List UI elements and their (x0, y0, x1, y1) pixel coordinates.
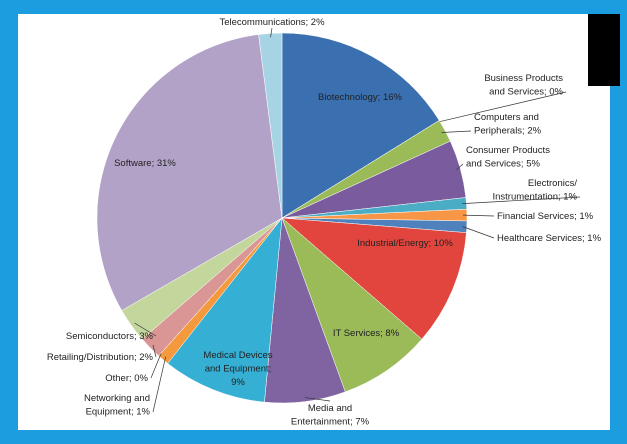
label-line: Media and (308, 403, 352, 414)
leader-line (270, 27, 273, 38)
pie-slice (167, 217, 283, 403)
label-line: Equipment; 1% (86, 406, 151, 417)
label-line: Industrial/Energy; 10% (357, 238, 453, 249)
label-line: Telecommunications; 2% (219, 17, 325, 28)
label-line: Entertainment; 7% (291, 416, 370, 427)
label-line: Peripherals; 2% (474, 125, 542, 136)
slice-label: Industrial/Energy; 10% (357, 238, 453, 249)
slice-label: Medical Devices and Equipment; 9% (203, 350, 272, 388)
slice-label: Networking and Equipment; 1% (84, 393, 151, 418)
label-line: and Services; 0% (489, 86, 563, 97)
pie-slice (281, 217, 467, 340)
label-line: Semiconductors; 3% (66, 331, 154, 342)
slice-label: Semiconductors; 3% (66, 331, 154, 342)
label-line: Healthcare Services; 1% (497, 233, 602, 244)
leader-line (462, 214, 495, 217)
label-line: and Services; 5% (466, 158, 540, 169)
label-line: Computers and (474, 112, 539, 123)
leader-line (456, 163, 464, 171)
label-line: Business Products (484, 73, 563, 84)
black-box (588, 14, 620, 86)
slice-label: Consumer Products and Services; 5% (466, 145, 550, 170)
label-line: Medical Devices (203, 350, 272, 361)
slice-label: Biotechnology; 16% (318, 92, 403, 103)
slice-label: Other; 0% (105, 373, 148, 384)
pie-slice (281, 217, 423, 393)
leader-line (150, 352, 162, 379)
leader-line (152, 356, 166, 413)
pie-slice (258, 32, 283, 219)
slice-label: Telecommunications; 2% (219, 17, 325, 28)
label-line: Software; 31% (114, 158, 176, 169)
label-line: Other; 0% (105, 373, 148, 384)
leader-line (462, 196, 581, 205)
pie-slice (96, 34, 283, 311)
slice-label: Business Products and Services; 0% (484, 73, 563, 98)
label-line: Instrumentation; 1% (493, 191, 578, 202)
label-line: IT Services; 8% (333, 328, 400, 339)
leader-line (134, 322, 157, 337)
leader-line (441, 130, 472, 133)
label-line: Financial Services; 1% (497, 211, 594, 222)
slice-label: IT Services; 8% (333, 328, 400, 339)
label-line: Biotechnology; 16% (318, 92, 403, 103)
slice-label: Financial Services; 1% (497, 211, 594, 222)
label-line: Consumer Products (466, 145, 550, 156)
leader-line (462, 226, 495, 239)
leader-line (435, 91, 567, 123)
label-line: and Equipment; (205, 363, 272, 374)
leader-line (304, 397, 331, 402)
slice-label: Software; 31% (114, 158, 176, 169)
slice-label: Healthcare Services; 1% (497, 233, 602, 244)
label-line: 9% (231, 377, 245, 388)
slice-label: Electronics/Instrumentation; 1% (493, 178, 578, 203)
pie-slice (281, 32, 440, 219)
slice-label: Retailing/Distribution; 2% (47, 352, 154, 363)
leader-line (152, 344, 157, 358)
slice-label: Computers and Peripherals; 2% (474, 112, 542, 137)
slice-label: Media and Entertainment; 7% (291, 403, 370, 428)
label-line: Retailing/Distribution; 2% (47, 352, 154, 363)
label-line: Electronics/ (528, 178, 577, 189)
label-line: Networking and (84, 393, 150, 404)
